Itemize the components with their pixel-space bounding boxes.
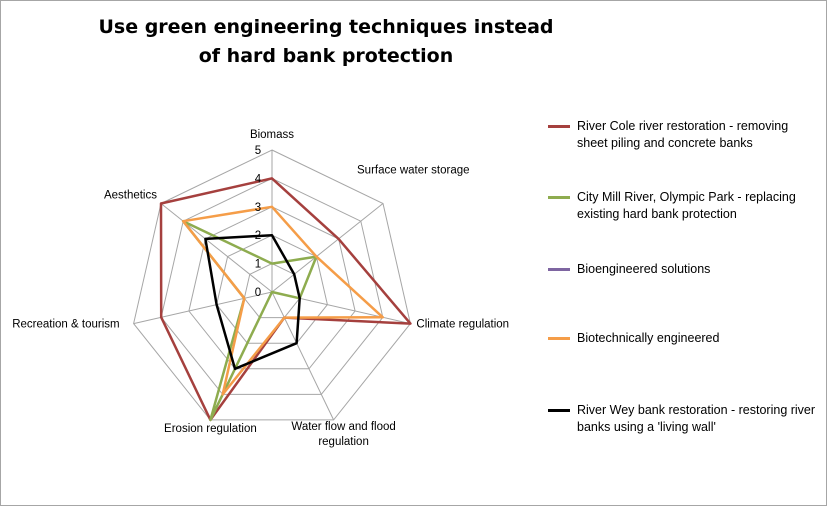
legend-label: Bioengineered solutions (577, 262, 711, 276)
grid-ring (160, 177, 384, 395)
grid-ring (216, 234, 328, 344)
radar-series (159, 177, 412, 422)
axis-spoke (271, 203, 384, 293)
radar-labels: 0 1 2 3 4 5 Biomass Surface water storage Climat… (12, 129, 509, 448)
axis-label-line: Aesthetics (104, 190, 157, 202)
axis-label: Recreation & tourism (12, 319, 119, 331)
chart-title: Use green engineering techniques instead… (98, 16, 554, 67)
grid-ring (188, 206, 356, 370)
axis-spoke (160, 203, 273, 293)
tick-label: 1 (255, 259, 261, 271)
axis-label-line: Erosion regulation (164, 423, 257, 435)
axis-label-line: Climate regulation (416, 319, 509, 331)
tick-label: 4 (255, 173, 262, 185)
tick-label: 5 (255, 145, 261, 157)
legend-swatch (548, 409, 570, 412)
axis-label-line: Surface water storage (357, 165, 470, 177)
radar-grid (133, 149, 411, 421)
legend-label: River Wey bank restoration - restoring r… (577, 403, 816, 434)
grid-ring (133, 149, 411, 421)
axis-label-line: Recreation & tourism (12, 319, 119, 331)
legend-label: Biotechnically engineered (577, 331, 720, 345)
legend-label: City Mill River, Olympic Park - replacin… (577, 190, 796, 221)
axis-label: Water flow and flood regulation (291, 421, 395, 448)
legend-swatch (548, 268, 570, 271)
legend-swatch (548, 196, 570, 199)
axis-label-line: regulation (318, 436, 369, 448)
axis-label: Biomass (250, 129, 294, 141)
series-line-4 (181, 205, 385, 396)
axis-spoke (271, 291, 335, 421)
tick-label: 0 (255, 287, 261, 299)
legend-swatch (548, 337, 570, 340)
axis-label-line: Biomass (250, 129, 294, 141)
tick-label: 2 (255, 230, 261, 242)
axis-label: Surface water storage (357, 165, 470, 177)
series-line-1 (159, 177, 412, 422)
axis-label: Aesthetics (104, 190, 157, 202)
legend-label: River Cole river restoration - removing … (577, 119, 789, 150)
axis-label: Climate regulation (416, 319, 509, 331)
tick-label: 3 (255, 202, 261, 214)
series-line-2 (181, 219, 318, 422)
series-line-5 (204, 233, 301, 371)
axis-label-line: Water flow and flood (291, 421, 395, 433)
axis-spoke (133, 291, 273, 325)
legend-swatch (548, 125, 570, 128)
axis-label: Erosion regulation (164, 423, 257, 435)
